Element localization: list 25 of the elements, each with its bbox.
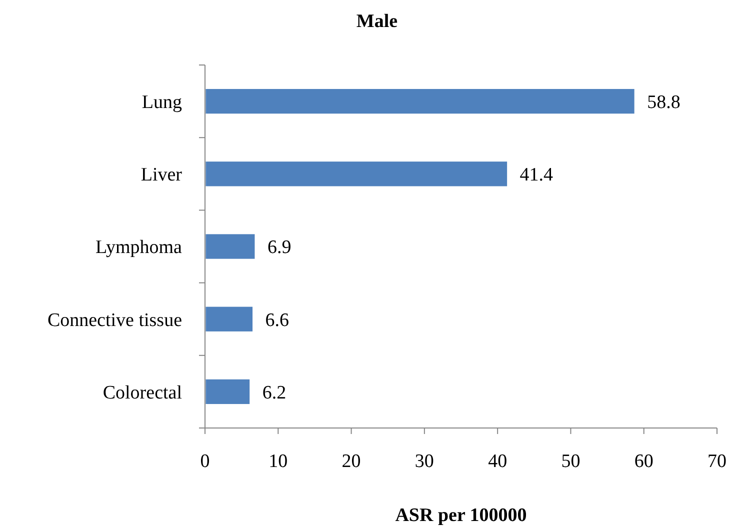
- y-tick-label: Connective tissue: [47, 310, 182, 331]
- data-label: 6.6: [265, 310, 290, 331]
- x-tick-label: 40: [488, 451, 508, 472]
- bar: [204, 232, 256, 260]
- y-tick-label: Liver: [140, 164, 183, 186]
- bar: [204, 305, 254, 333]
- x-tick-label: 70: [708, 451, 726, 472]
- data-label: 6.9: [267, 237, 292, 258]
- y-tick-label: Lymphoma: [95, 237, 183, 258]
- y-tick-label: Colorectal: [102, 382, 182, 404]
- x-tick-label: 50: [561, 451, 580, 472]
- x-tick-label: 60: [634, 451, 654, 472]
- x-tick-label: 30: [414, 451, 434, 472]
- bar: [204, 87, 636, 116]
- data-label: 6.2: [262, 382, 286, 404]
- data-label: 41.4: [520, 164, 554, 186]
- x-tick-label: 0: [200, 451, 210, 472]
- chart-title: Male: [356, 11, 398, 32]
- bar: [204, 160, 509, 188]
- data-label: 58.8: [647, 92, 680, 113]
- x-tick-label: 10: [268, 451, 288, 472]
- bar: [204, 378, 252, 406]
- y-tick-label: Lung: [142, 92, 182, 113]
- x-tick-label: 20: [342, 451, 361, 472]
- x-axis-title: ASR per 100000: [395, 505, 527, 526]
